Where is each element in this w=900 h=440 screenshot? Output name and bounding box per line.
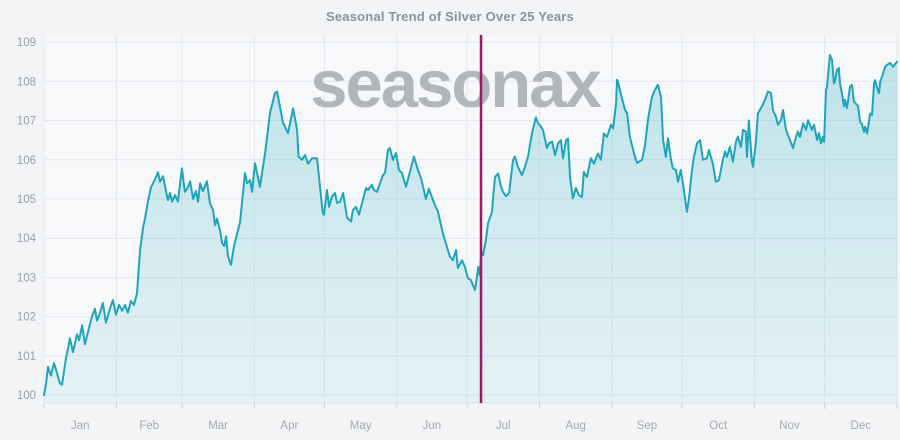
x-axis-label-oct: Oct xyxy=(709,420,728,432)
chart-title: Seasonal Trend of Silver Over 25 Years xyxy=(326,9,574,24)
y-axis-label: 104 xyxy=(17,233,37,245)
x-axis-label-jun: Jun xyxy=(423,420,442,432)
x-axis-label-feb: Feb xyxy=(139,420,159,432)
y-axis-label: 100 xyxy=(17,390,36,402)
y-axis-label: 101 xyxy=(17,351,36,363)
x-axis-label-sep: Sep xyxy=(637,420,657,432)
x-axis-label-nov: Nov xyxy=(779,420,800,432)
y-axis-label: 108 xyxy=(17,76,36,88)
y-axis-label: 107 xyxy=(17,116,36,128)
price-line xyxy=(43,54,898,397)
x-axis-label-apr: Apr xyxy=(280,420,298,432)
x-axis-label-aug: Aug xyxy=(565,420,585,432)
area-fill xyxy=(44,55,897,403)
y-axis-label: 106 xyxy=(17,155,36,167)
x-axis-label-dec: Dec xyxy=(851,420,872,432)
x-axis-label-jan: Jan xyxy=(71,420,90,432)
x-axis-label-may: May xyxy=(350,420,372,432)
y-axis-label: 105 xyxy=(17,194,36,206)
seasonax-watermark: seasonax xyxy=(310,47,601,122)
y-axis-label: 102 xyxy=(17,312,36,324)
x-axis-label-mar: Mar xyxy=(208,420,228,432)
y-axis-label: 103 xyxy=(17,272,36,284)
x-axis-label-jul: Jul xyxy=(496,420,511,432)
y-axis-label: 109 xyxy=(17,37,36,49)
